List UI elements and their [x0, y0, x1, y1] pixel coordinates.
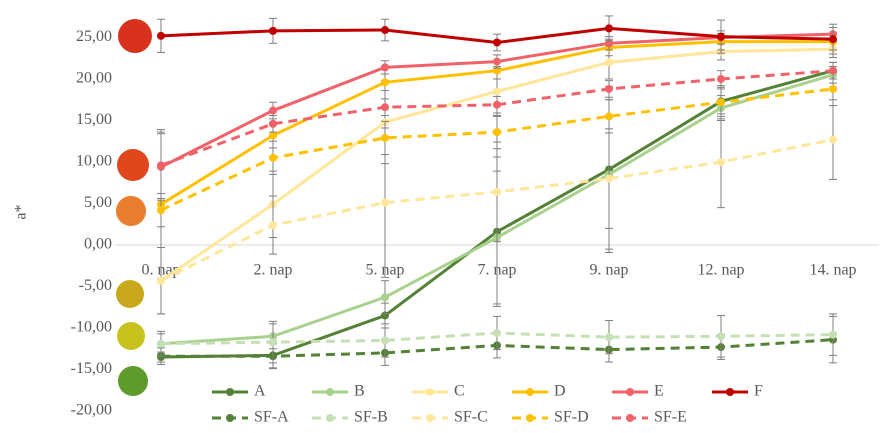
x-tick-label: 9. nap [589, 262, 628, 279]
tomato-icon [116, 280, 144, 308]
point [381, 336, 389, 344]
y-tick-label: 5,00 [84, 194, 112, 211]
point [717, 158, 725, 166]
point [493, 101, 501, 109]
legend-marker [426, 414, 434, 422]
point [269, 107, 277, 115]
legend-label: SF-B [354, 409, 388, 426]
point [493, 188, 501, 196]
legend-marker [326, 388, 334, 396]
point [493, 38, 501, 46]
point [381, 199, 389, 207]
point [157, 161, 165, 169]
point [269, 154, 277, 162]
y-tick-label: -5,00 [79, 277, 112, 294]
point [717, 75, 725, 83]
y-tick-label: -10,00 [71, 319, 112, 336]
point [829, 136, 837, 144]
point [157, 277, 165, 285]
x-tick-label: 2. nap [253, 262, 292, 279]
legend-marker [626, 414, 634, 422]
legend-label: SF-C [454, 409, 488, 426]
y-tick-label: -15,00 [71, 360, 112, 377]
legend-label: D [554, 383, 566, 400]
tomato-icons [116, 19, 152, 396]
legend-marker [526, 388, 534, 396]
point [269, 338, 277, 346]
x-tick-label: 12. nap [697, 262, 744, 279]
tomato-icon [118, 19, 152, 53]
tomato-icon [116, 196, 146, 226]
point [381, 293, 389, 301]
y-tick-label: 15,00 [76, 111, 112, 128]
point [605, 85, 613, 93]
legend-marker [426, 388, 434, 396]
legend-marker [226, 388, 234, 396]
legend-label: C [454, 383, 465, 400]
y-axis-title: a* [13, 204, 30, 219]
point [269, 221, 277, 229]
point [829, 35, 837, 43]
point [381, 103, 389, 111]
legend-label: SF-E [654, 409, 687, 426]
point [829, 85, 837, 93]
point [381, 63, 389, 71]
legend-marker [526, 414, 534, 422]
point [269, 131, 277, 139]
legend-marker [226, 414, 234, 422]
legend-label: E [654, 383, 664, 400]
point [493, 329, 501, 337]
point [605, 112, 613, 120]
x-tick-label: 14. nap [809, 262, 856, 279]
tomato-icon [118, 366, 148, 396]
point [157, 340, 165, 348]
legend-label: SF-D [554, 409, 589, 426]
point [157, 32, 165, 40]
point [717, 33, 725, 41]
y-tick-label: 20,00 [76, 70, 112, 87]
tomato-icon [117, 149, 149, 181]
point [605, 58, 613, 66]
y-tick-label: 10,00 [76, 153, 112, 170]
legend-label: SF-A [254, 409, 289, 426]
point [381, 134, 389, 142]
point [269, 27, 277, 35]
point [157, 206, 165, 214]
legend-marker [326, 414, 334, 422]
point [381, 78, 389, 86]
series [157, 16, 837, 54]
point [829, 331, 837, 339]
legend-marker [726, 388, 734, 396]
point [829, 67, 837, 75]
point [381, 26, 389, 34]
point [605, 175, 613, 183]
legend-label: B [354, 383, 365, 400]
legend-label: F [754, 383, 763, 400]
y-tick-label: 0,00 [84, 236, 112, 253]
point [269, 120, 277, 128]
point [717, 332, 725, 340]
point [493, 58, 501, 66]
point [605, 333, 613, 341]
legend-label: A [254, 383, 266, 400]
legend-marker [626, 388, 634, 396]
tomato-icon [117, 322, 145, 350]
point [717, 98, 725, 106]
y-tick-label: -20,00 [71, 402, 112, 419]
point [493, 128, 501, 136]
y-tick-label: 25,00 [76, 28, 112, 45]
point [605, 24, 613, 32]
point [493, 87, 501, 95]
chart: a* -20,00 -15,00 -10,00 -5,00 0,00 5,00 10,00 1… [0, 0, 889, 433]
